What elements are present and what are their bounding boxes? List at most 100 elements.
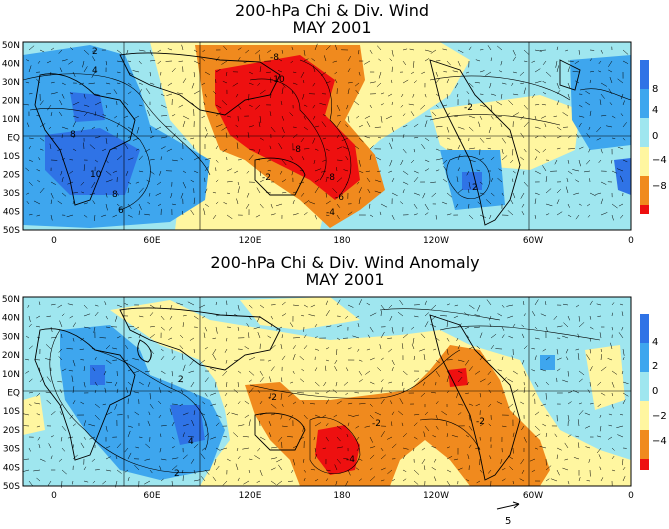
top-contour-label: -2 <box>464 103 473 113</box>
lat-label: 40S <box>3 208 20 218</box>
top-contour-label: -8 <box>292 145 301 155</box>
top-deep-blue-west <box>45 128 140 195</box>
top-deep-blue-west-small <box>70 92 105 122</box>
bottom-contour-label: -2 <box>372 419 381 429</box>
lat-label: 40S <box>3 463 20 473</box>
top-contour-label: 4 <box>92 66 98 76</box>
top-coastlines <box>34 52 581 226</box>
top-contour-label: -8 <box>326 173 335 183</box>
bottom-title-line1: 200-hPa Chi & Div. Wind Anomaly <box>210 253 479 272</box>
top-contour-label: 2 <box>472 183 478 193</box>
lat-label: 20N <box>2 351 20 361</box>
wind-vectors <box>22 299 629 488</box>
bottom-colorbar-label: −4 <box>652 436 667 447</box>
top-colorbar-label: 0 <box>652 131 658 142</box>
bottom-deep-blue-2 <box>90 365 105 385</box>
top-map-panel <box>22 41 632 231</box>
top-contour-label: 6 <box>118 206 124 216</box>
bottom-red-east <box>448 368 468 387</box>
reference-vector: 5 <box>496 501 520 527</box>
top-red-core <box>215 55 360 200</box>
bottom-lat-labels: 50N 40N 30N 20N 10N EQ 10S 20S 30S 40S 50S <box>2 295 20 492</box>
lat-label: 20N <box>2 97 20 107</box>
bottom-contour-label: -2 <box>268 393 277 403</box>
top-colorbar-label: 8 <box>652 84 658 95</box>
top-colorbar: 8 4 0 −4 −8 <box>640 60 667 214</box>
top-contour-label: -6 <box>335 193 344 203</box>
lat-label: 50S <box>3 482 20 492</box>
bottom-blue-east-small <box>540 355 555 370</box>
bottom-colorbar-label: −2 <box>652 411 667 422</box>
bottom-colorbar-label: 4 <box>652 337 658 348</box>
top-colorbar-label: −4 <box>652 155 667 166</box>
lat-label: 10N <box>2 115 20 125</box>
lat-label: 50N <box>2 295 20 305</box>
top-contour-label: -2 <box>262 173 271 183</box>
bottom-contour-labels: 2 4 2 -2 -4 -2 -2 <box>174 375 485 479</box>
lat-label: 30S <box>3 189 20 199</box>
lat-label: 50N <box>2 41 20 51</box>
top-colorbar-label: −8 <box>652 181 667 192</box>
bottom-title-line2: MAY 2001 <box>305 270 384 289</box>
lat-label: 10S <box>3 152 20 162</box>
lat-label: 20S <box>3 171 20 181</box>
bottom-contour-label: 2 <box>174 469 180 479</box>
top-deep-blue-edge <box>614 158 631 195</box>
bottom-colorbar-label: 2 <box>652 361 658 372</box>
lon-label: 0 <box>628 491 634 501</box>
reference-vector-label: 5 <box>505 516 511 527</box>
bottom-contour-label: -4 <box>346 455 355 465</box>
lat-label: 30N <box>2 332 20 342</box>
bottom-deep-blue-1 <box>170 405 205 445</box>
bottom-yellow-westedge <box>23 395 45 435</box>
top-contour-label: -8 <box>270 53 279 63</box>
lon-label: 0 <box>628 236 634 246</box>
bottom-gridlines <box>23 297 631 486</box>
lon-label: 120E <box>239 491 262 501</box>
lon-label: 60W <box>523 236 543 246</box>
lon-label: 120W <box>423 491 449 501</box>
lon-label: 60E <box>143 236 160 246</box>
lat-label: EQ <box>7 134 20 144</box>
lat-label: EQ <box>7 389 20 399</box>
bottom-lon-labels: 0 60E 120E 180 120W 60W 0 <box>51 491 634 501</box>
lon-label: 120E <box>239 236 262 246</box>
top-contour-label: 8 <box>70 130 76 140</box>
lat-label: 40N <box>2 60 20 70</box>
bottom-yellow-north <box>240 297 360 330</box>
top-contour-label: 2 <box>92 47 98 57</box>
bottom-map-panel <box>22 296 632 487</box>
lat-label: 10S <box>3 407 20 417</box>
top-gridlines <box>23 42 631 230</box>
top-contour-label: -4 <box>326 208 335 218</box>
top-lat-labels: 50N 40N 30N 20N 10N EQ 10S 20S 30S 40S 50S <box>2 41 20 236</box>
lat-label: 20S <box>3 426 20 436</box>
bottom-yellow-east <box>585 345 625 410</box>
bottom-contour-label: -2 <box>476 417 485 427</box>
top-title-line2: MAY 2001 <box>292 18 371 37</box>
lat-label: 40N <box>2 314 20 324</box>
lon-label: 60E <box>143 491 160 501</box>
lon-label: 0 <box>51 491 57 501</box>
top-contour-label: -10 <box>270 75 285 85</box>
bottom-contours <box>49 308 601 475</box>
bottom-colorbar-label: 0 <box>652 386 658 397</box>
lon-label: 180 <box>333 491 350 501</box>
lat-label: 10N <box>2 370 20 380</box>
bottom-colorbar: 4 2 0 −2 −4 <box>640 314 667 470</box>
top-lon-labels: 0 60E 120E 180 120W 60W 0 <box>51 236 634 246</box>
top-deep-blue-southeast <box>462 172 482 190</box>
top-contour-label: 8 <box>112 190 118 200</box>
bottom-contour-label: 4 <box>188 437 194 447</box>
top-colorbar-label: 4 <box>652 105 658 116</box>
lat-label: 30N <box>2 78 20 88</box>
top-contour-labels: -8 -10 -8 -8 -6 -4 -2 -2 2 8 10 8 6 4 2 <box>70 47 478 218</box>
top-contour-label: 10 <box>90 170 102 180</box>
lat-label: 50S <box>3 226 20 236</box>
lon-label: 0 <box>51 236 57 246</box>
lon-label: 180 <box>333 236 350 246</box>
lon-label: 60W <box>523 491 543 501</box>
bottom-contour-label: 2 <box>178 375 184 385</box>
lon-label: 120W <box>423 236 449 246</box>
